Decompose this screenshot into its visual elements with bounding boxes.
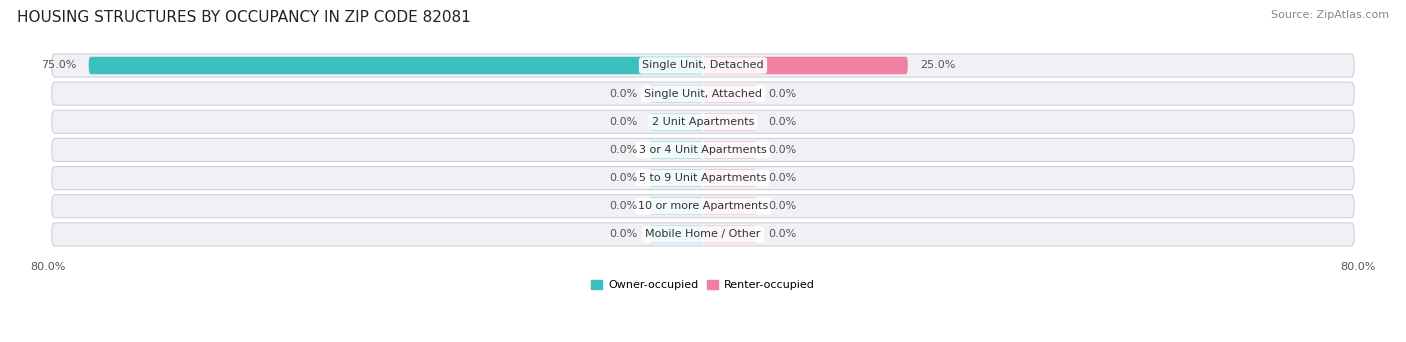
- Text: 75.0%: 75.0%: [41, 61, 76, 70]
- FancyBboxPatch shape: [703, 226, 756, 243]
- Text: 0.0%: 0.0%: [609, 201, 637, 211]
- Text: 10 or more Apartments: 10 or more Apartments: [638, 201, 768, 211]
- FancyBboxPatch shape: [52, 110, 1354, 133]
- Text: 0.0%: 0.0%: [609, 117, 637, 127]
- Text: 0.0%: 0.0%: [609, 229, 637, 239]
- Text: Single Unit, Attached: Single Unit, Attached: [644, 89, 762, 98]
- FancyBboxPatch shape: [52, 82, 1354, 105]
- Text: Mobile Home / Other: Mobile Home / Other: [645, 229, 761, 239]
- Text: 25.0%: 25.0%: [920, 61, 956, 70]
- FancyBboxPatch shape: [703, 169, 756, 187]
- FancyBboxPatch shape: [703, 198, 756, 215]
- Text: 0.0%: 0.0%: [769, 89, 797, 98]
- Legend: Owner-occupied, Renter-occupied: Owner-occupied, Renter-occupied: [586, 275, 820, 294]
- FancyBboxPatch shape: [52, 54, 1354, 77]
- FancyBboxPatch shape: [650, 169, 703, 187]
- Text: 2 Unit Apartments: 2 Unit Apartments: [652, 117, 754, 127]
- FancyBboxPatch shape: [703, 57, 908, 74]
- FancyBboxPatch shape: [650, 141, 703, 159]
- FancyBboxPatch shape: [650, 85, 703, 102]
- Text: 0.0%: 0.0%: [769, 145, 797, 155]
- Text: Source: ZipAtlas.com: Source: ZipAtlas.com: [1271, 10, 1389, 20]
- FancyBboxPatch shape: [52, 167, 1354, 189]
- Text: 0.0%: 0.0%: [609, 89, 637, 98]
- FancyBboxPatch shape: [650, 226, 703, 243]
- Text: 3 or 4 Unit Apartments: 3 or 4 Unit Apartments: [640, 145, 766, 155]
- Text: 0.0%: 0.0%: [769, 201, 797, 211]
- FancyBboxPatch shape: [52, 139, 1354, 161]
- Text: 0.0%: 0.0%: [769, 117, 797, 127]
- FancyBboxPatch shape: [52, 195, 1354, 218]
- Text: Single Unit, Detached: Single Unit, Detached: [643, 61, 763, 70]
- Text: 0.0%: 0.0%: [769, 229, 797, 239]
- Text: HOUSING STRUCTURES BY OCCUPANCY IN ZIP CODE 82081: HOUSING STRUCTURES BY OCCUPANCY IN ZIP C…: [17, 10, 471, 25]
- Text: 0.0%: 0.0%: [609, 173, 637, 183]
- FancyBboxPatch shape: [703, 85, 756, 102]
- FancyBboxPatch shape: [650, 113, 703, 131]
- Text: 0.0%: 0.0%: [769, 173, 797, 183]
- FancyBboxPatch shape: [52, 223, 1354, 246]
- Text: 5 to 9 Unit Apartments: 5 to 9 Unit Apartments: [640, 173, 766, 183]
- FancyBboxPatch shape: [703, 141, 756, 159]
- FancyBboxPatch shape: [650, 198, 703, 215]
- Text: 0.0%: 0.0%: [609, 145, 637, 155]
- FancyBboxPatch shape: [703, 113, 756, 131]
- FancyBboxPatch shape: [89, 57, 703, 74]
